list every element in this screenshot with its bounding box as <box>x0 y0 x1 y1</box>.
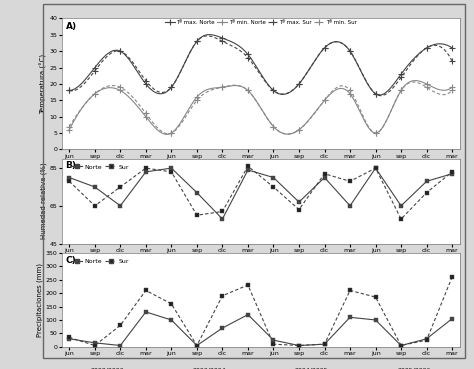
Legend: Norte, Sur: Norte, Sur <box>69 256 131 266</box>
Y-axis label: Precipitaciones (mm): Precipitaciones (mm) <box>36 263 43 337</box>
Text: B): B) <box>65 161 77 170</box>
Text: C): C) <box>65 256 76 265</box>
Legend: Tª max. Norte, Tª min. Norte, Tª max. Sur, Tª min. Sur: Tª max. Norte, Tª min. Norte, Tª max. Su… <box>164 20 357 25</box>
Text: 2002/2003: 2002/2003 <box>91 367 124 369</box>
Text: A): A) <box>65 23 77 31</box>
Text: 2004/2005: 2004/2005 <box>295 367 328 369</box>
Text: 2005/2006: 2005/2006 <box>397 367 430 369</box>
Legend: Norte, Sur: Norte, Sur <box>69 162 131 172</box>
Text: 2003/2004: 2003/2004 <box>193 367 227 369</box>
Y-axis label: Temperatura (°C): Temperatura (°C) <box>40 54 47 114</box>
Y-axis label: Humedad relativa (%): Humedad relativa (%) <box>40 163 47 239</box>
